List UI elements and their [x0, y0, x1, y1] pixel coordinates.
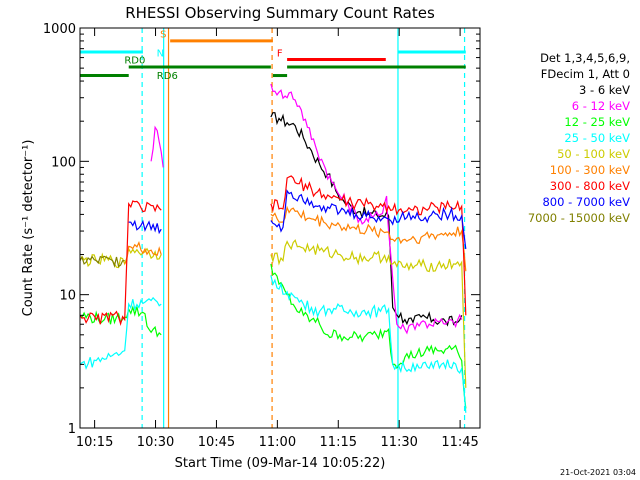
- chart-title: RHESSI Observing Summary Count Rates: [125, 4, 435, 22]
- legend-entry-1: 3 - 6 keV: [579, 83, 630, 97]
- legend-header-line-1: Det 1,3,4,5,6,9,: [540, 51, 630, 65]
- legend-entry-5: 50 - 100 keV: [557, 147, 630, 161]
- series-line-5-2: [270, 239, 467, 388]
- series-line-9-1: [79, 255, 125, 268]
- series-line-2-2: [270, 83, 463, 335]
- series-line-3-2: [270, 263, 467, 409]
- x-axis-label: Start Time (09-Mar-14 10:05:22): [175, 456, 386, 471]
- series-line-4-1: [79, 296, 162, 371]
- x-tick-label-7: 11:45: [441, 435, 478, 450]
- generated-timestamp: 21-Oct-2021 03:04: [560, 468, 636, 477]
- y-tick-label-2: 10: [59, 289, 76, 304]
- x-tick-label-6: 11:30: [380, 435, 417, 450]
- x-tick-label-2: 10:30: [137, 435, 174, 450]
- legend: Det 1,3,4,5,6,9, FDecim 1, Att 0 3 - 6 k…: [528, 51, 630, 225]
- series-line-8-2: [270, 189, 467, 250]
- y-tick-label-1: 1: [68, 422, 76, 437]
- legend-entry-6: 100 - 300 keV: [550, 163, 630, 177]
- series-line-5-1: [79, 247, 162, 269]
- x-tick-label-5: 11:15: [320, 435, 357, 450]
- series-line-8-1: [128, 219, 162, 235]
- plot-area: NS F RD0 RD6: [79, 28, 467, 428]
- y-tick-label-3: 100: [51, 155, 76, 170]
- series-line-6-2: [270, 205, 467, 272]
- state-label-n: N: [157, 49, 164, 60]
- legend-header-line-2: FDecim 1, Att 0: [541, 67, 630, 81]
- state-label-rd0: RD0: [124, 56, 145, 67]
- y-tick-label-4: 1000: [43, 22, 76, 37]
- legend-entry-2: 6 - 12 keV: [572, 99, 630, 113]
- x-tick-label-4: 11:00: [259, 435, 296, 450]
- series-line-7-2: [270, 175, 467, 316]
- series-line-2-1: [150, 125, 164, 168]
- legend-entry-8: 800 - 7000 keV: [542, 195, 630, 209]
- legend-entry-7: 300 - 800 keV: [550, 179, 630, 193]
- y-axis: 1 10 100 1000: [43, 22, 480, 437]
- series-line-7-1: [79, 200, 162, 326]
- series-line-4-2: [270, 275, 467, 413]
- y-axis-label: Count Rate (s⁻¹ detector⁻¹): [21, 140, 36, 317]
- plot-frame: [79, 27, 481, 429]
- series-line-3-1: [79, 305, 162, 338]
- x-tick-label-1: 10:15: [76, 435, 113, 450]
- state-label-s: S: [160, 29, 166, 40]
- legend-entry-3: 12 - 25 keV: [564, 115, 630, 129]
- legend-entry-4: 25 - 50 keV: [564, 131, 630, 145]
- state-label-rd6: RD6: [157, 71, 178, 82]
- x-axis: 10:15 10:30 10:45 11:00 11:15 11:30 11:45: [76, 28, 479, 450]
- x-tick-label-3: 10:45: [198, 435, 235, 450]
- series-line-6-1: [124, 241, 162, 265]
- legend-entry-9: 7000 - 15000 keV: [528, 211, 630, 225]
- state-label-f: F: [277, 49, 283, 60]
